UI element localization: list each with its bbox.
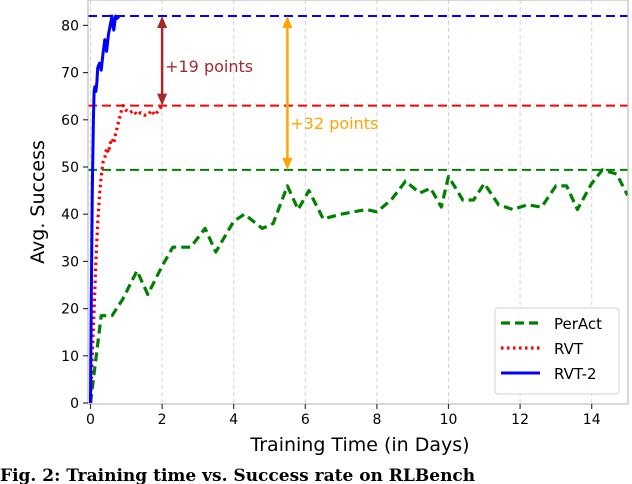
svg-text:10: 10 [61, 349, 79, 365]
x-axis-ticks: 0 2 4 6 8 10 12 14 [86, 404, 601, 428]
svg-text:4: 4 [229, 412, 238, 428]
svg-text:6: 6 [301, 412, 310, 428]
svg-text:30: 30 [61, 254, 79, 270]
reference-lines [88, 14, 628, 171]
svg-text:50: 50 [61, 160, 79, 176]
legend-label-rvt: RVT [554, 340, 584, 358]
y-axis-title: Avg. Success [27, 140, 49, 264]
svg-text:10: 10 [440, 412, 458, 428]
y-axis-ticks: 0 10 20 30 40 50 60 70 80 [61, 18, 88, 412]
legend: PerAct RVT RVT-2 [494, 307, 620, 395]
svg-text:70: 70 [61, 66, 79, 82]
svg-text:12: 12 [511, 412, 529, 428]
svg-text:60: 60 [61, 113, 79, 129]
line-chart: +19 points +32 points 0 2 4 6 8 10 12 14 0 10 20 30… [27, 0, 629, 456]
annotations: +19 points +32 points [157, 15, 378, 170]
x-axis-title: Training Time (in Days) [249, 434, 469, 456]
svg-text:0: 0 [86, 412, 95, 428]
legend-label-peract: PerAct [554, 315, 602, 333]
figure-caption: Fig. 2: Training time vs. Success rate o… [0, 466, 476, 484]
plot-frame [87, 0, 629, 405]
data-series [88, 14, 629, 404]
annotation-plus-19: +19 points [165, 57, 253, 76]
svg-text:14: 14 [583, 412, 601, 428]
svg-text:2: 2 [158, 412, 167, 428]
svg-text:80: 80 [61, 18, 79, 34]
svg-text:0: 0 [70, 396, 79, 412]
svg-text:20: 20 [61, 302, 79, 318]
annotation-plus-32: +32 points [290, 114, 378, 133]
svg-text:8: 8 [372, 412, 381, 428]
svg-text:40: 40 [61, 207, 79, 223]
legend-label-rvt2: RVT-2 [554, 365, 597, 383]
